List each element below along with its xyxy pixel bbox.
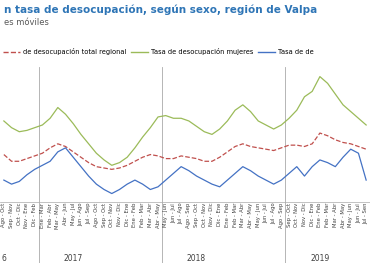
- Text: Ago - Sep: Ago - Sep: [186, 203, 191, 228]
- Text: Jul - Sen: Jul - Sen: [364, 203, 369, 224]
- Text: Feb - Mar: Feb - Mar: [140, 203, 145, 227]
- Text: Abr - May: Abr - May: [155, 203, 161, 228]
- Text: Mar - Abr: Mar - Abr: [333, 203, 338, 227]
- Text: Jul - Ago: Jul - Ago: [179, 203, 184, 225]
- Text: Oct - Nov: Oct - Nov: [202, 203, 207, 227]
- Text: Ago - Sep: Ago - Sep: [279, 203, 284, 228]
- Text: Mar - Abr: Mar - Abr: [148, 203, 153, 227]
- Text: n tasa de desocupación, según sexo, región de Valpa: n tasa de desocupación, según sexo, regi…: [4, 4, 317, 15]
- Text: 2018: 2018: [187, 254, 206, 263]
- Text: Jun - Jul: Jun - Jul: [356, 203, 361, 223]
- Text: 6: 6: [1, 254, 6, 263]
- Text: Jul - Ago: Jul - Ago: [271, 203, 276, 225]
- Text: May - Jul: May - Jul: [71, 203, 76, 225]
- Text: May - Jun: May - Jun: [163, 203, 168, 227]
- Text: Ene - Mar: Ene - Mar: [40, 203, 45, 228]
- Text: Sep - Oct: Sep - Oct: [286, 203, 292, 227]
- Text: Dic - Feb: Dic - Feb: [32, 203, 37, 226]
- Text: Nov - Dic: Nov - Dic: [209, 203, 215, 227]
- Text: Ago - Oct: Ago - Oct: [1, 203, 6, 227]
- Text: Jul - Sep: Jul - Sep: [86, 203, 91, 224]
- Text: Feb - Abr: Feb - Abr: [48, 203, 53, 227]
- Text: Sep - Oct: Sep - Oct: [101, 203, 107, 227]
- Text: Mar - May: Mar - May: [55, 203, 60, 229]
- Text: Feb - Mar: Feb - Mar: [233, 203, 238, 227]
- Text: Ene - Feb: Ene - Feb: [317, 203, 322, 227]
- Text: Sep - Nov: Sep - Nov: [9, 203, 14, 228]
- Text: Nov - Dic: Nov - Dic: [302, 203, 307, 227]
- Text: Dic - Ene: Dic - Ene: [310, 203, 315, 226]
- Text: Oct - Dic: Oct - Dic: [17, 203, 22, 225]
- Text: Abr - May: Abr - May: [340, 203, 346, 228]
- Text: Dic - Ene: Dic - Ene: [125, 203, 130, 226]
- Text: 2017: 2017: [64, 254, 83, 263]
- Text: Mar - Abr: Mar - Abr: [240, 203, 245, 227]
- Text: Dic - Ene: Dic - Ene: [217, 203, 222, 226]
- Text: 2019: 2019: [310, 254, 330, 263]
- Text: Feb - Mar: Feb - Mar: [325, 203, 330, 227]
- Text: Jun - Jul: Jun - Jul: [171, 203, 176, 223]
- Text: Nov - Ene: Nov - Ene: [24, 203, 30, 228]
- Text: Ene - Feb: Ene - Feb: [132, 203, 137, 227]
- Text: Sep - Oct: Sep - Oct: [194, 203, 199, 227]
- Text: Jun - Ago: Jun - Ago: [78, 203, 84, 226]
- Text: Oct - Nov: Oct - Nov: [109, 203, 114, 227]
- Text: Nov - Dic: Nov - Dic: [117, 203, 122, 227]
- Text: es móviles: es móviles: [4, 18, 48, 27]
- Text: Ago - Oct: Ago - Oct: [94, 203, 99, 227]
- Legend: de desocupación total regional, Tasa de desocupación mujeres, Tasa de de: de desocupación total regional, Tasa de …: [3, 48, 313, 55]
- Text: Abr - May: Abr - May: [248, 203, 253, 228]
- Text: May - Jun: May - Jun: [256, 203, 261, 227]
- Text: Oct - Nov: Oct - Nov: [294, 203, 299, 227]
- Text: Jun - Jul: Jun - Jul: [263, 203, 269, 223]
- Text: Abr - Jun: Abr - Jun: [63, 203, 68, 225]
- Text: May - Jun: May - Jun: [348, 203, 353, 227]
- Text: Ene - Feb: Ene - Feb: [225, 203, 230, 227]
